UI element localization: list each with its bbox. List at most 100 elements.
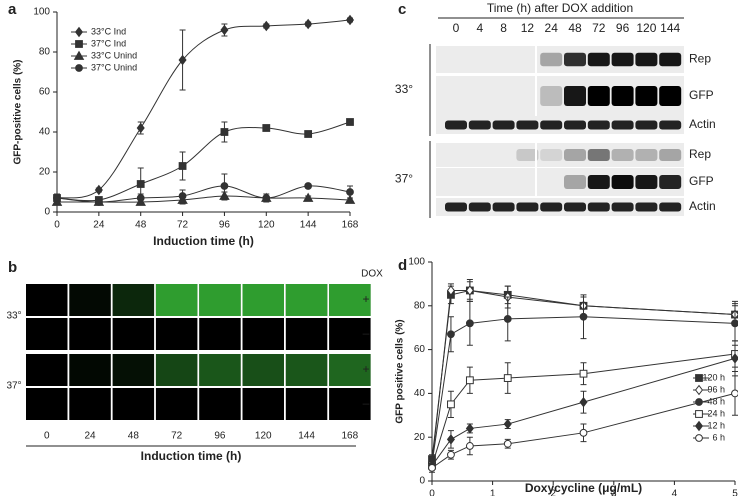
y-tick-label: 60	[414, 344, 426, 355]
marker	[73, 50, 85, 60]
panel-label: d	[398, 257, 407, 274]
x-tick-label: 5	[732, 489, 738, 496]
x-tick-label: 144	[300, 220, 317, 231]
y-tick-label: 80	[39, 47, 51, 58]
legend-label: 120 h	[702, 372, 725, 382]
band-label: Actin	[689, 199, 716, 213]
x-tick-label: 0	[54, 220, 60, 231]
marker	[346, 188, 354, 196]
micrograph	[69, 388, 111, 420]
blot-band	[564, 86, 586, 106]
blot-band	[564, 52, 586, 67]
dox-sign: +	[362, 292, 369, 306]
legend-label: 96 h	[707, 384, 725, 394]
marker	[53, 194, 61, 202]
marker	[503, 418, 512, 430]
micrograph-signal	[329, 354, 371, 386]
x-tick-label: 24	[93, 220, 105, 231]
micrograph	[155, 318, 198, 350]
time-label: 144	[298, 431, 315, 442]
marker	[304, 182, 313, 190]
marker	[302, 192, 314, 202]
marker	[695, 434, 703, 442]
blot-band	[635, 86, 658, 106]
y-axis-title: GFP positive cells (%)	[395, 319, 406, 423]
y-tick-label: 60	[39, 87, 51, 98]
micrograph	[329, 318, 371, 350]
legend-label: 6 h	[712, 432, 725, 442]
blot-band	[516, 149, 539, 161]
series-line	[431, 353, 736, 466]
blot-band	[659, 86, 682, 106]
marker	[503, 374, 512, 382]
blot-band	[492, 202, 515, 212]
marker	[304, 130, 313, 138]
lane-label: 4	[476, 21, 483, 35]
y-tick-label: 20	[39, 167, 51, 178]
series-line	[56, 19, 351, 199]
blot-band	[635, 120, 658, 130]
micrograph	[112, 284, 155, 316]
band-label: Actin	[689, 117, 716, 131]
micrograph	[199, 354, 241, 386]
micrograph	[285, 388, 328, 420]
marker	[304, 18, 313, 30]
marker	[74, 26, 84, 38]
marker	[465, 319, 474, 328]
series-line	[431, 357, 736, 466]
blot-band	[587, 120, 610, 130]
micrograph	[26, 354, 68, 386]
y-tick-label: 40	[414, 388, 426, 399]
marker	[178, 162, 187, 170]
micrograph	[26, 388, 68, 420]
blot-band	[587, 52, 610, 67]
panel-label: b	[8, 259, 17, 276]
band-label: GFP	[689, 174, 714, 188]
marker	[447, 450, 455, 459]
blot-strip	[436, 143, 684, 167]
marker	[220, 182, 229, 190]
x-tick-label: 4	[672, 489, 678, 496]
x-tick-label: 2	[550, 489, 556, 496]
lane-label: 96	[616, 21, 630, 35]
micrograph-signal	[112, 354, 155, 386]
blot-band	[564, 202, 586, 212]
marker	[731, 389, 738, 398]
y-tick-label: 20	[414, 432, 426, 443]
marker	[94, 184, 103, 196]
marker	[262, 194, 271, 202]
micrograph-signal	[199, 284, 241, 316]
blot-band	[659, 120, 682, 130]
blot-title: Time (h) after DOX addition	[487, 1, 633, 15]
y-axis-title: GFP-positive cells (%)	[13, 59, 24, 164]
marker	[730, 353, 738, 364]
temp-label: 37°	[395, 172, 413, 186]
micrograph-signal	[155, 354, 198, 386]
dox-sign: +	[362, 362, 369, 376]
blot-band	[516, 202, 539, 212]
panel-label: a	[8, 1, 17, 18]
blot-band	[635, 202, 658, 212]
x-tick-label: 96	[219, 220, 231, 231]
marker	[695, 410, 703, 418]
marker	[503, 439, 512, 448]
y-tick-label: 0	[419, 476, 425, 487]
micrograph-signal	[285, 284, 328, 316]
series-line	[431, 316, 736, 464]
lane-label: 0	[453, 21, 460, 35]
blot-band	[468, 202, 491, 212]
x-axis-title: Induction time (h)	[153, 234, 254, 248]
time-label: 0	[44, 431, 50, 442]
blot-band	[611, 149, 634, 161]
micrograph	[242, 388, 284, 420]
lane-label: 24	[545, 21, 559, 35]
blot-band	[659, 175, 682, 189]
marker	[447, 400, 455, 409]
marker	[94, 198, 103, 206]
column-label: DOX	[361, 269, 383, 280]
x-axis-title: Doxycycline (μg/mL)	[525, 481, 642, 495]
x-tick-label: 1	[490, 489, 496, 496]
marker	[446, 434, 455, 445]
temp-label: 33°	[6, 311, 21, 322]
y-tick-label: 80	[414, 300, 426, 311]
